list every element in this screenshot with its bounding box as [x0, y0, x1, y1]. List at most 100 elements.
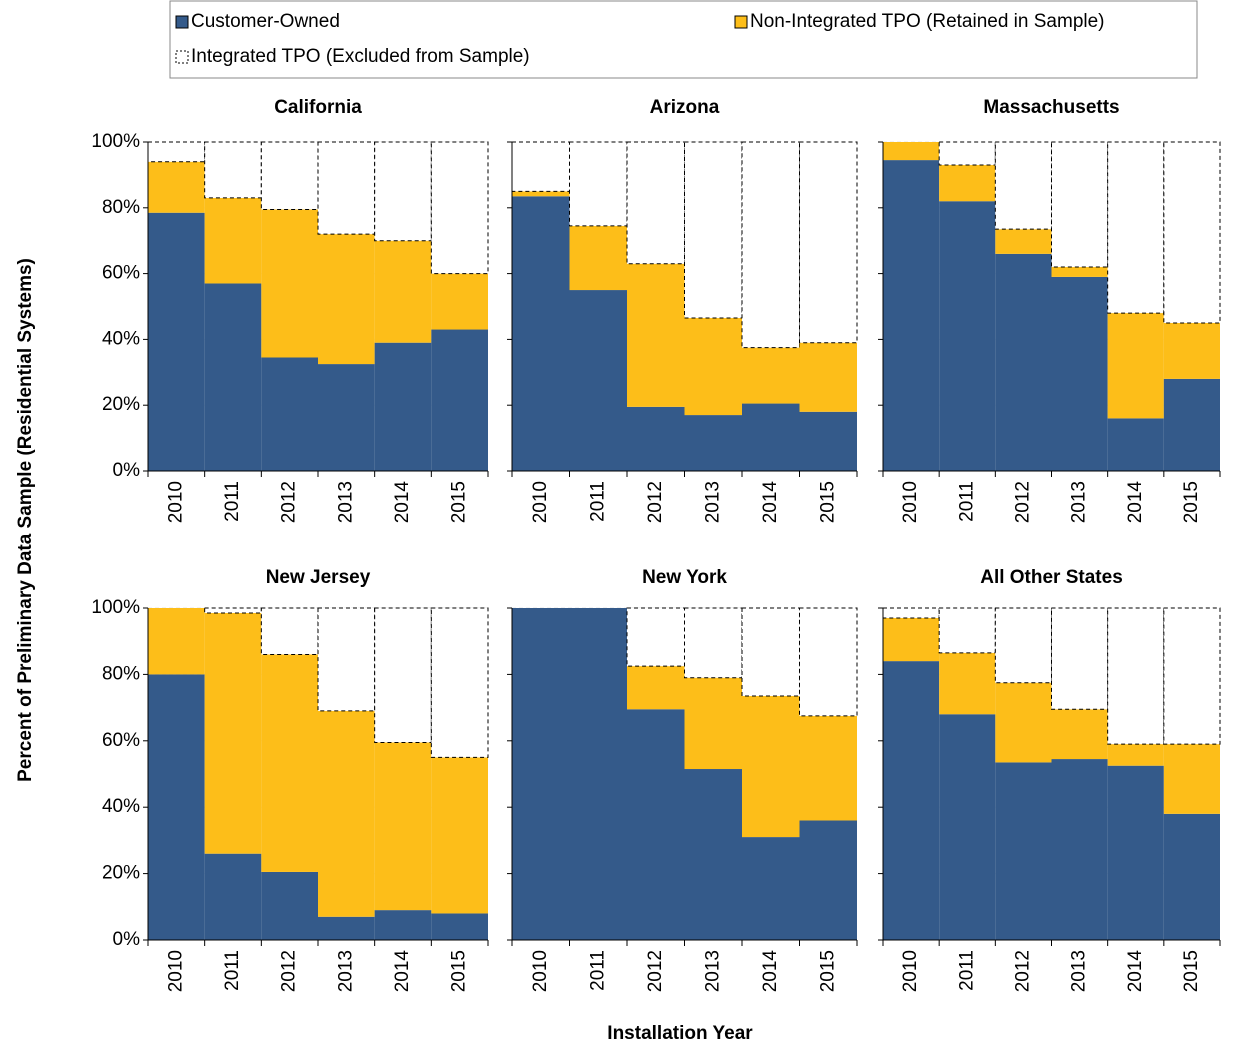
panel-title: New York [642, 567, 727, 588]
bar-segment [512, 191, 570, 197]
x-tick-label: 2014 [1125, 950, 1146, 993]
y-tick-label: 20% [102, 394, 140, 415]
bar-segment [148, 608, 205, 675]
bar-segment [430, 607, 489, 758]
bar-segment [318, 234, 375, 365]
bar-segment [431, 329, 488, 471]
bar-segment [147, 141, 206, 163]
bar-segment [882, 607, 940, 619]
bar-segment [1051, 759, 1108, 940]
bar-segment [260, 607, 319, 655]
bar-segment [1163, 141, 1221, 324]
bar-segment [938, 607, 996, 654]
bar-segment [569, 225, 627, 291]
bar-segment [204, 141, 262, 199]
y-tick-label: 60% [102, 730, 140, 751]
x-tick-label: 2012 [1012, 481, 1033, 523]
x-tick-label: 2012 [645, 950, 666, 992]
bar-segment [799, 820, 857, 940]
bar-segment [148, 212, 205, 472]
bar-segment [318, 916, 375, 940]
bar-segment [684, 415, 742, 471]
bar-segment [431, 273, 488, 330]
bar-segment [626, 607, 685, 667]
x-tick-label: 2010 [900, 481, 921, 523]
panel-title: New Jersey [266, 567, 371, 588]
bar-segment [684, 318, 742, 416]
x-tick-label: 2013 [335, 481, 356, 523]
bar-segment [148, 161, 205, 213]
bar-segment [626, 141, 685, 265]
x-tick-label: 2015 [1181, 481, 1202, 523]
bar-segment [1051, 709, 1108, 760]
x-tick-label: 2011 [587, 950, 608, 991]
y-tick-label: 40% [102, 796, 140, 817]
bar-segment [1163, 607, 1221, 745]
bar-segment [260, 141, 319, 210]
y-tick-label: 60% [102, 263, 140, 284]
bar-segment [318, 710, 375, 917]
bar-segment [148, 674, 205, 940]
bar-segment [512, 608, 570, 940]
bar-segment [684, 141, 743, 319]
bar-segment [569, 290, 627, 471]
bar-segment [995, 229, 1052, 254]
bar-segment [799, 411, 857, 471]
bar-segment [627, 406, 685, 471]
x-tick-label: 2015 [449, 950, 470, 992]
bar-segment [1163, 744, 1220, 814]
x-tick-label: 2011 [222, 481, 243, 522]
bar-segment [1107, 418, 1164, 471]
bar-segment [1051, 141, 1109, 268]
y-tick-label: 100% [91, 597, 140, 618]
bar-segment [939, 714, 996, 940]
x-tick-label: 2015 [817, 950, 838, 992]
bar-segment [995, 682, 1052, 763]
bar-segment [374, 742, 432, 911]
bar-segment [511, 141, 570, 192]
bar-segment [1051, 267, 1108, 277]
bar-segment [318, 364, 375, 471]
legend-swatch [734, 15, 748, 29]
bar-segment [939, 165, 996, 202]
y-tick-label: 80% [102, 197, 140, 218]
x-tick-label: 2014 [760, 950, 781, 993]
bar-segment [204, 612, 262, 854]
bar-segment [883, 661, 940, 940]
legend-label: Customer-Owned [191, 11, 340, 32]
bar-segment [684, 677, 742, 770]
panel-title: Arizona [650, 97, 720, 118]
bar-segment [374, 240, 432, 343]
legend-label: Non-Integrated TPO (Retained in Sample) [750, 11, 1105, 32]
x-tick-label: 2011 [956, 950, 977, 991]
bar-segment [261, 357, 318, 471]
bar-segment [627, 666, 685, 710]
bar-segment [938, 141, 996, 166]
bar-segment [1107, 765, 1164, 940]
legend-swatch [175, 50, 189, 64]
bar-segment [995, 253, 1052, 471]
x-tick-label: 2010 [900, 950, 921, 992]
x-tick-label: 2015 [1181, 950, 1202, 992]
x-tick-label: 2013 [1069, 950, 1090, 992]
y-axis-label: Percent of Preliminary Data Sample (Resi… [15, 258, 36, 782]
y-tick-label: 40% [102, 328, 140, 349]
x-tick-label: 2010 [530, 950, 551, 992]
y-tick-label: 0% [113, 929, 141, 950]
bar-segment [799, 607, 858, 717]
x-tick-label: 2012 [1012, 950, 1033, 992]
bar-segment [741, 141, 800, 349]
bar-segment [261, 654, 318, 872]
bar-segment [627, 709, 685, 940]
bar-segment [627, 263, 685, 407]
bar-segment [261, 209, 318, 358]
x-tick-label: 2013 [1069, 481, 1090, 523]
x-tick-label: 2015 [449, 481, 470, 523]
bar-segment [512, 196, 570, 471]
bar-segment [799, 715, 857, 821]
bar-segment [995, 762, 1052, 940]
bar-segment [317, 141, 376, 235]
bar-segment [374, 607, 432, 743]
